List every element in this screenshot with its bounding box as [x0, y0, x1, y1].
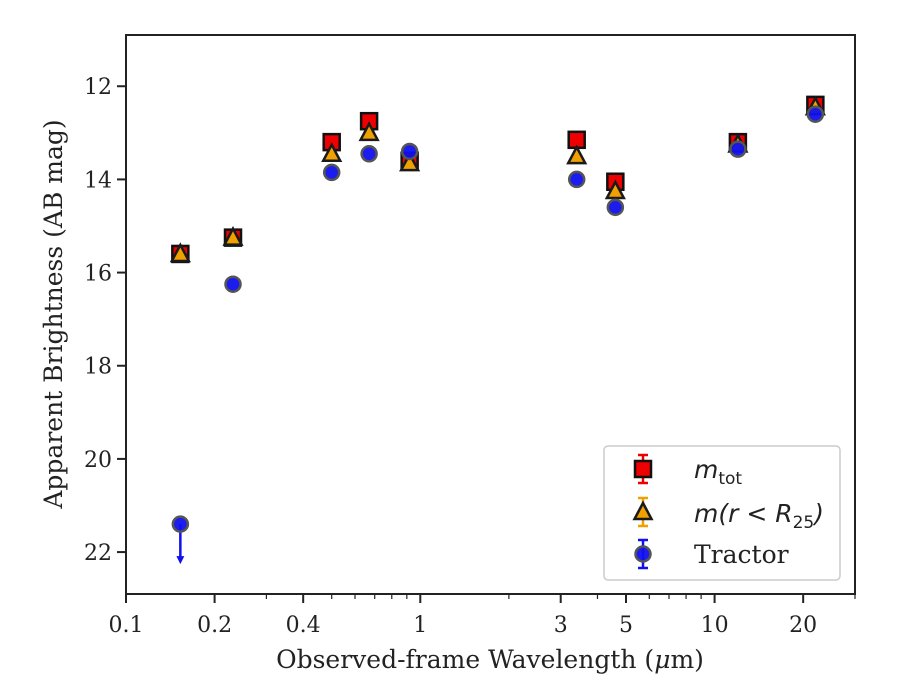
mr25-point	[358, 121, 380, 142]
tractor-point	[606, 198, 625, 217]
mr25-point	[604, 179, 626, 200]
y-tick-label: 14	[84, 168, 112, 193]
legend-label-mr25-sub: 25	[793, 513, 815, 533]
mr25-point	[321, 142, 343, 163]
y-axis-title: Apparent Brightness (AB mag)	[39, 119, 68, 509]
x-tick-label: 0.2	[197, 613, 232, 638]
legend-label-mtot-sub: tot	[718, 469, 742, 489]
tractor-point	[171, 515, 190, 533]
legend: mtot m(r < R25) Tractor	[603, 445, 841, 581]
legend-label-tractor: Tractor	[694, 540, 789, 569]
y-tick-label: 16	[84, 262, 112, 287]
tractor-point	[224, 275, 242, 293]
x-tick-label: 0.4	[286, 613, 321, 638]
plot-frame	[125, 34, 856, 595]
legend-markers	[632, 453, 654, 570]
x-tick-label: 5	[619, 613, 633, 638]
y-tick-label: 20	[84, 448, 112, 473]
x-tick-label: 1	[413, 613, 427, 638]
tractor-point	[806, 105, 825, 123]
tractor-point	[360, 145, 378, 163]
y-tick-label: 12	[84, 75, 112, 100]
tractor-point	[567, 170, 586, 189]
x-axis-title-mu: μ	[654, 645, 670, 674]
legend-label-mtot-base: m	[694, 455, 718, 484]
x-tick-label: 3	[554, 613, 568, 638]
legend-tractor-point	[634, 545, 652, 563]
x-axis-title: Observed-frame Wavelength (μm)	[276, 645, 704, 674]
tractor-point	[400, 142, 419, 161]
tractor-point	[729, 140, 747, 158]
x-tick-label: 20	[789, 613, 817, 638]
legend-mtot-point	[633, 459, 653, 479]
mr25-point	[169, 242, 191, 263]
legend-label-mtot: mtot	[694, 455, 742, 489]
axis-ticks: 0.1 0.2 0.4 1 3 5 10 20 12 14 16 18 20 22	[84, 75, 856, 638]
x-axis-title-suffix: m)	[670, 645, 703, 674]
tractor-point	[322, 163, 341, 182]
mr25-point	[222, 225, 244, 246]
y-tick-label: 22	[84, 541, 112, 566]
x-tick-label: 10	[701, 613, 729, 638]
y-tick-label: 18	[84, 355, 112, 380]
mr25-point	[566, 144, 588, 165]
data-points	[169, 95, 826, 565]
x-tick-label: 0.1	[109, 613, 144, 638]
legend-label-mr25: m(r < R25)	[694, 499, 824, 533]
legend-mr25-point	[632, 500, 654, 521]
legend-box	[603, 445, 841, 581]
legend-label-mr25-end: )	[812, 499, 824, 528]
legend-label-mr25-base: m(r < R	[694, 499, 793, 528]
x-axis-title-prefix: Observed-frame Wavelength (	[276, 645, 654, 674]
mr25-point	[399, 151, 421, 172]
